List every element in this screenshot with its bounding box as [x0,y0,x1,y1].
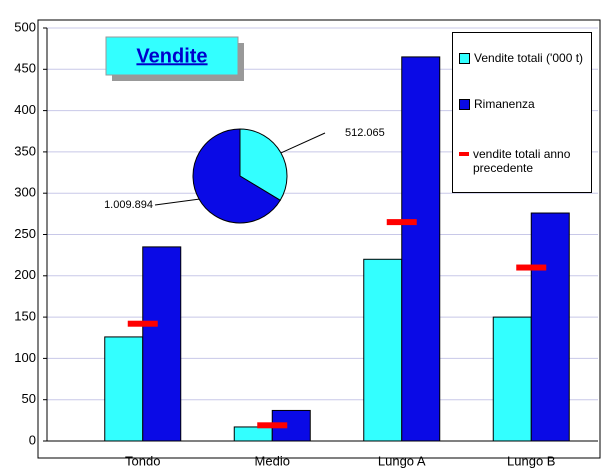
x-tick-label: Lungo B [507,453,555,468]
y-tick-label: 350 [14,143,36,158]
bar [401,56,441,442]
legend-swatch [459,99,470,110]
prev-year-marker [386,219,417,226]
prev-year-marker [127,320,158,327]
y-tick-label: 150 [14,309,36,324]
legend-item: Rimanenza [459,97,589,111]
legend-label: vendite totali anno precedente [473,147,571,175]
legend-item: vendite totali anno precedente [459,147,588,175]
legend-swatch [459,53,470,64]
y-tick-label: 100 [14,350,36,365]
y-tick-label: 450 [14,61,36,76]
bar [530,212,570,442]
bar [233,426,273,442]
bar [492,316,532,442]
title-box [105,36,239,76]
pie-label: 512.065 [345,127,385,139]
prev-year-marker [516,264,547,271]
chart-title: Vendite [136,45,207,67]
y-tick-label: 400 [14,102,36,117]
bar [104,336,144,442]
y-tick-label: 0 [29,432,36,447]
bar [142,246,182,442]
leader-line [154,198,200,206]
legend-label: Vendite totali ('000 t) [474,51,584,65]
prev-year-marker [257,422,288,429]
leader-line [280,132,326,154]
y-tick-label: 500 [14,19,36,34]
x-tick-label: Medio [255,453,290,468]
pie-slice [192,128,281,224]
legend-label: Rimanenza [474,97,535,111]
y-tick-label: 250 [14,226,36,241]
legend-swatch [459,152,469,156]
bar [363,258,403,442]
x-tick-label: Tondo [125,453,160,468]
y-tick-label: 50 [22,391,36,406]
y-tick-label: 200 [14,267,36,282]
legend: Vendite totali ('000 t) Rimanenza vendite … [452,32,592,193]
pie-label: 1.009.894 [104,199,153,211]
x-tick-label: Lungo A [378,453,426,468]
y-tick-label: 300 [14,185,36,200]
legend-item: Vendite totali ('000 t) [459,51,589,65]
